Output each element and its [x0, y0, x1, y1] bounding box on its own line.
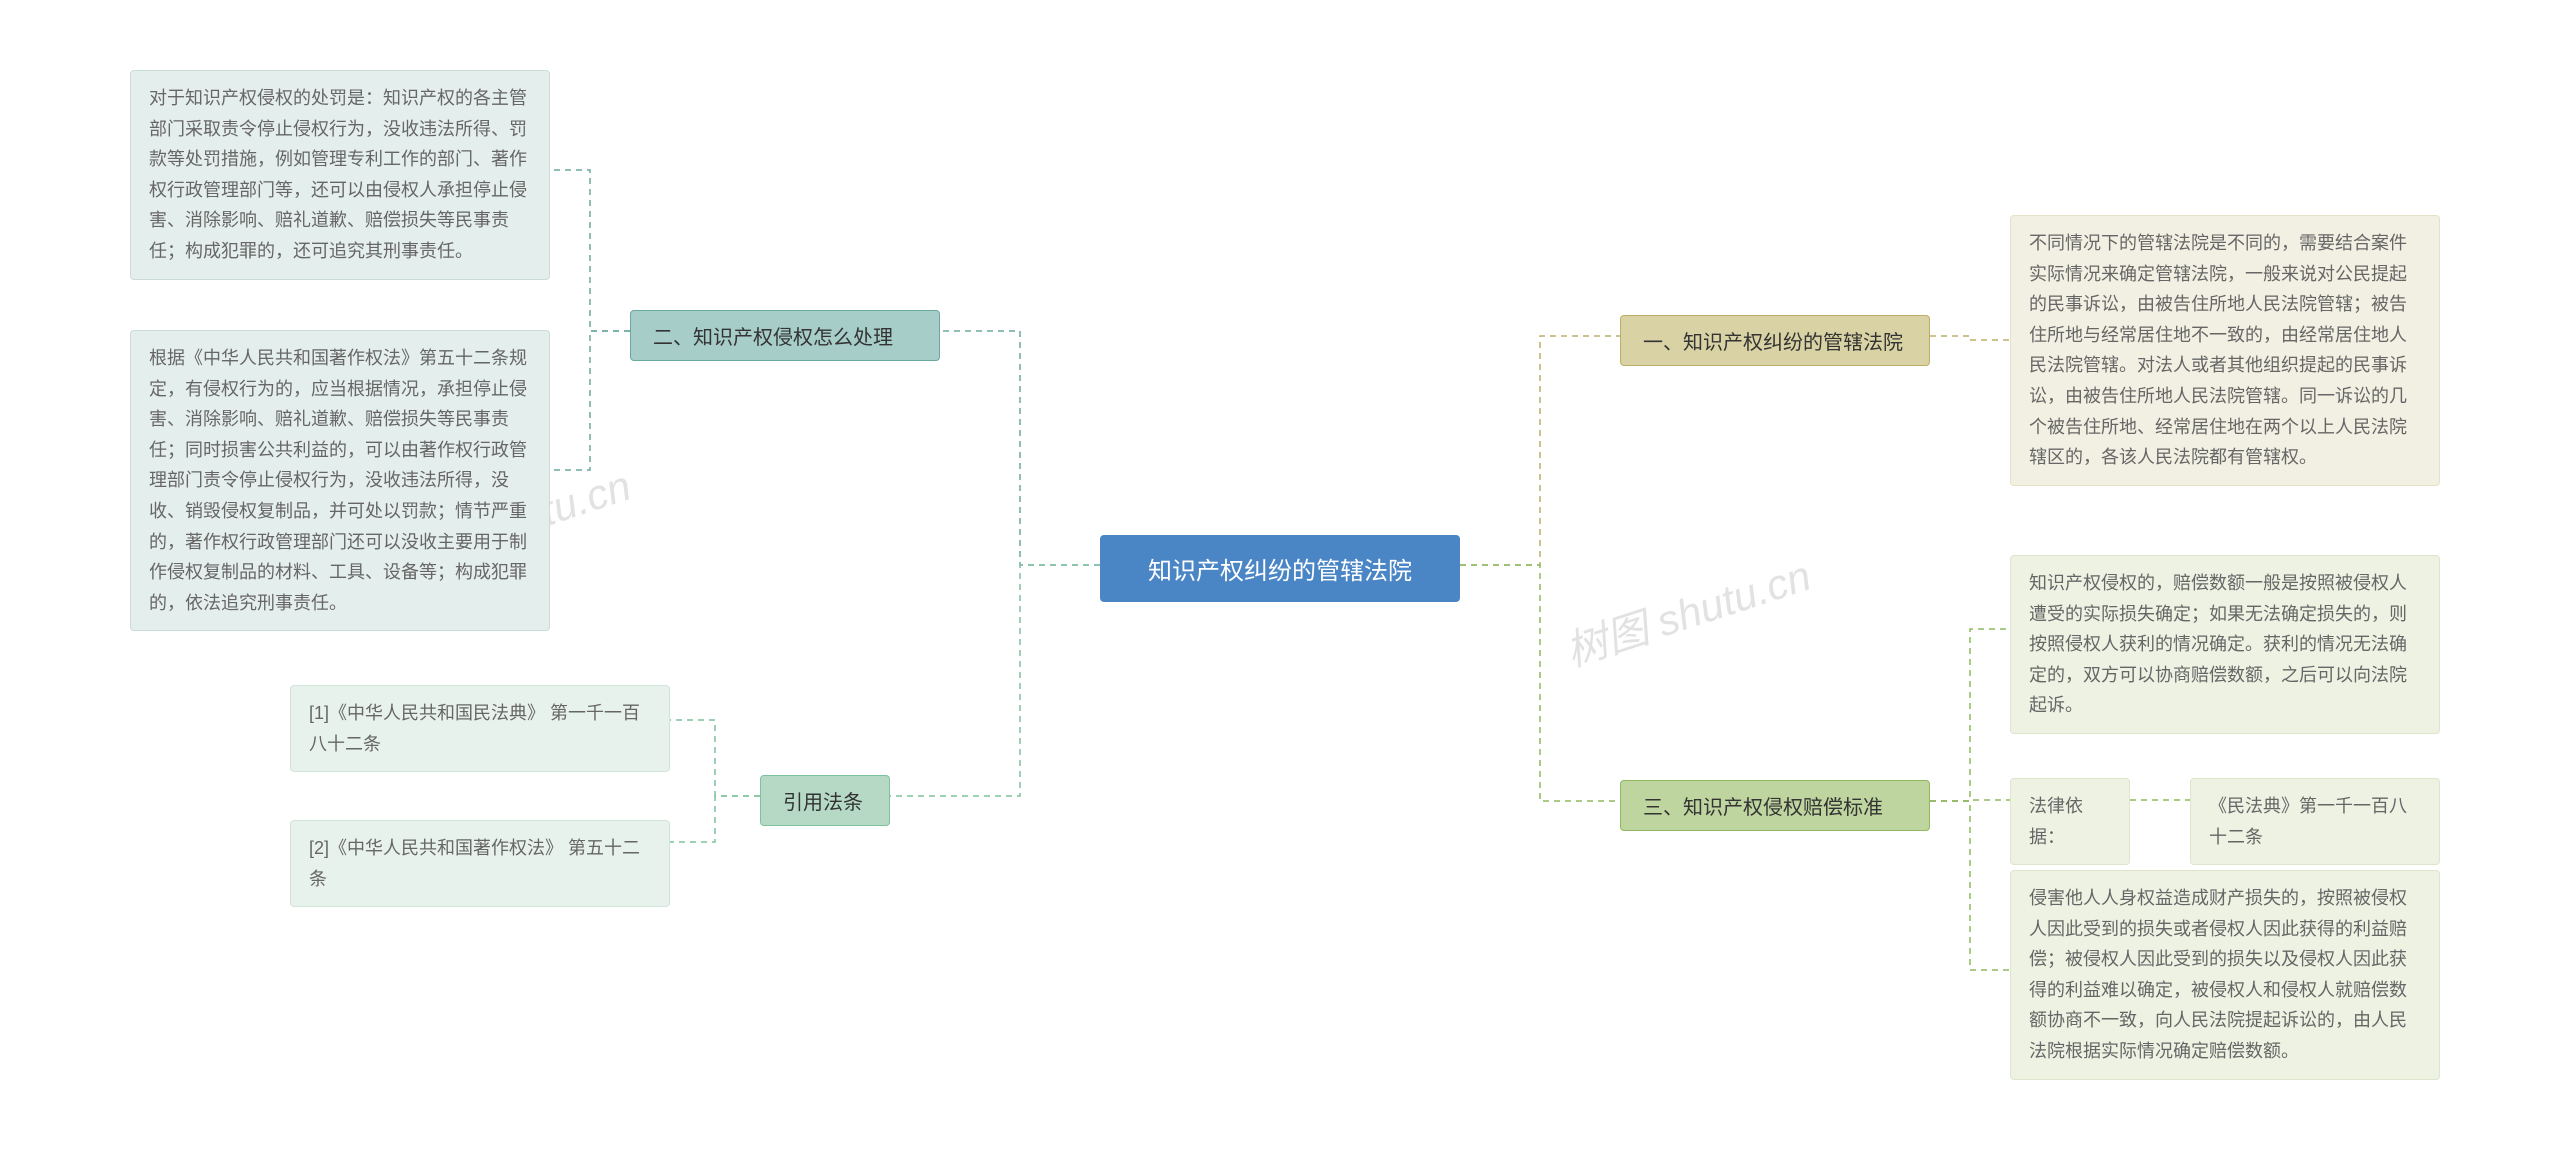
leaf-compensation-lawref: 《民法典》第一千一百八十二条	[2190, 778, 2440, 865]
branch-infringement[interactable]: 二、知识产权侵权怎么处理	[630, 310, 940, 361]
watermark: 树图 shutu.cn	[1557, 542, 1818, 679]
leaf-citation-1: [1]《中华人民共和国民法典》 第一千一百八十二条	[290, 685, 670, 772]
leaf-compensation-2: 侵害他人人身权益造成财产损失的，按照被侵权人因此受到的损失或者侵权人因此获得的利…	[2010, 870, 2440, 1080]
branch-citations[interactable]: 引用法条	[760, 775, 890, 826]
mindmap-canvas: 树图 shutu.cn 树图 shutu.cn 树图 shutu.cn 知识产权…	[0, 0, 2560, 1157]
law-basis-label: 法律依据：	[2029, 796, 2083, 847]
leaf-citation-2: [2]《中华人民共和国著作权法》 第五十二条	[290, 820, 670, 907]
branch-compensation[interactable]: 三、知识产权侵权赔偿标准	[1620, 780, 1930, 831]
leaf-infringement-2: 根据《中华人民共和国著作权法》第五十二条规定，有侵权行为的，应当根据情况，承担停…	[130, 330, 550, 631]
branch-jurisdiction[interactable]: 一、知识产权纠纷的管辖法院	[1620, 315, 1930, 366]
leaf-compensation-1: 知识产权侵权的，赔偿数额一般是按照被侵权人遭受的实际损失确定；如果无法确定损失的…	[2010, 555, 2440, 734]
central-topic[interactable]: 知识产权纠纷的管辖法院	[1100, 535, 1460, 602]
leaf-jurisdiction-detail: 不同情况下的管辖法院是不同的，需要结合案件实际情况来确定管辖法院，一般来说对公民…	[2010, 215, 2440, 486]
leaf-compensation-lawlabel: 法律依据：	[2010, 778, 2130, 865]
leaf-infringement-1: 对于知识产权侵权的处罚是：知识产权的各主管部门采取责令停止侵权行为，没收违法所得…	[130, 70, 550, 280]
